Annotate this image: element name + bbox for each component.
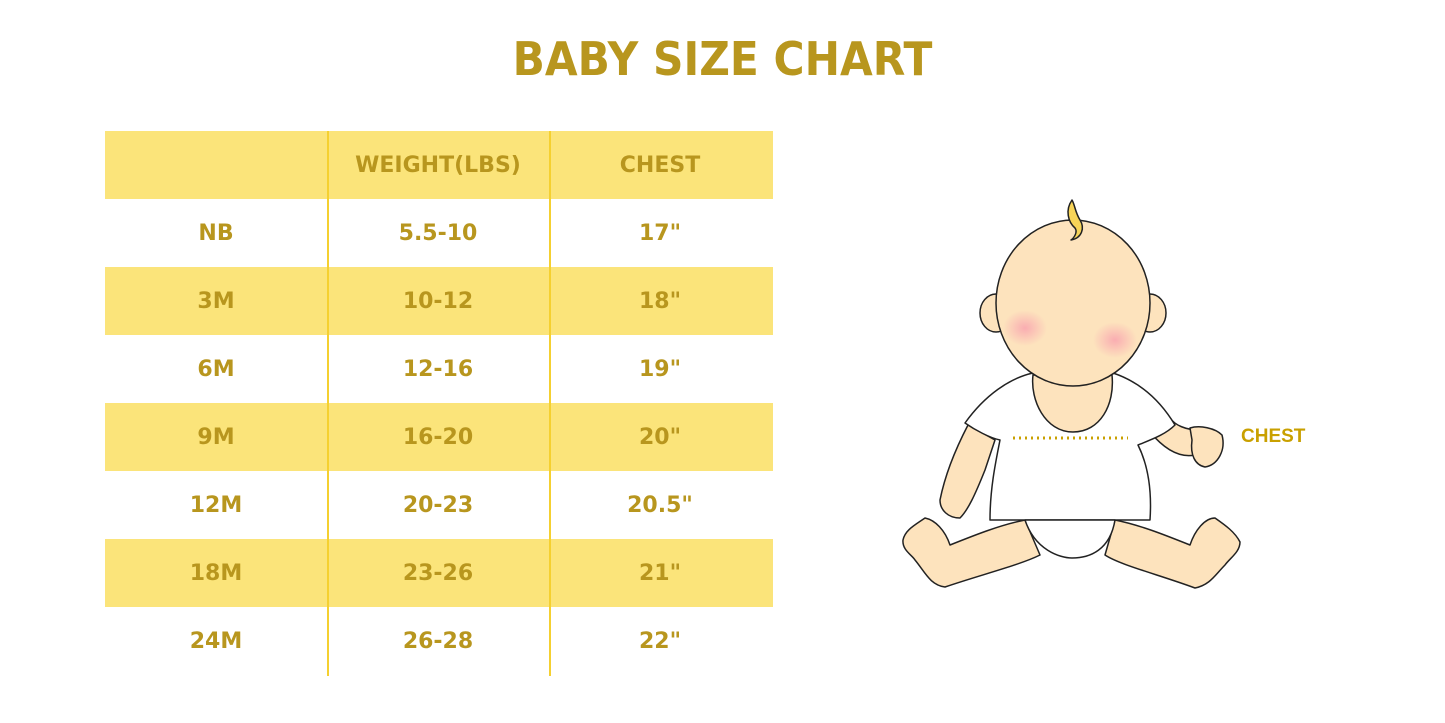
chest-cell: 20" xyxy=(638,424,682,450)
size-cell: 18M xyxy=(189,560,243,586)
weight-cell: 10-12 xyxy=(402,288,474,314)
header-cell: CHEST xyxy=(619,152,701,178)
table-row: 12M 20-23 20.5" xyxy=(105,471,773,539)
weight-cell: 5.5-10 xyxy=(398,220,478,246)
table-row: 24M 26-28 22" xyxy=(105,607,773,675)
weight-cell: 23-26 xyxy=(402,560,474,586)
size-cell: 3M xyxy=(197,288,235,314)
shirt xyxy=(964,372,1176,521)
size-table: WEIGHT(LBS) CHEST NB 5.5-10 17" 3M 10-12… xyxy=(105,131,773,676)
weight-cell: 16-20 xyxy=(402,424,474,450)
chest-cell: 22" xyxy=(638,628,682,654)
weight-cell: 12-16 xyxy=(402,356,474,382)
table-row: 6M 12-16 19" xyxy=(105,335,773,403)
weight-cell: 26-28 xyxy=(402,628,474,654)
table-row: 9M 16-20 20" xyxy=(105,403,773,471)
chest-cell: 18" xyxy=(638,288,682,314)
hair-curl xyxy=(1067,199,1083,241)
right-leg xyxy=(1104,517,1241,589)
table-row: 3M 10-12 18" xyxy=(105,267,773,335)
head xyxy=(995,219,1151,387)
header-cell: WEIGHT(LBS) xyxy=(355,152,521,178)
size-cell: 12M xyxy=(189,492,243,518)
left-arm xyxy=(939,424,996,519)
chest-cell: 21" xyxy=(638,560,682,586)
chest-cell: 17" xyxy=(638,220,682,246)
fist xyxy=(1189,426,1224,468)
column-divider xyxy=(549,131,551,676)
chest-cell: 19" xyxy=(638,356,682,382)
page-title: BABY SIZE CHART xyxy=(512,32,933,86)
table-row: 18M 23-26 21" xyxy=(105,539,773,607)
column-divider xyxy=(327,131,329,676)
size-cell: 24M xyxy=(189,628,243,654)
weight-cell: 20-23 xyxy=(402,492,474,518)
left-leg xyxy=(902,517,1041,588)
chest-label: CHEST xyxy=(1241,426,1306,447)
size-cell: NB xyxy=(198,220,234,246)
table-row: NB 5.5-10 17" xyxy=(105,199,773,267)
size-cell: 9M xyxy=(197,424,235,450)
diaper xyxy=(1024,519,1116,559)
neck xyxy=(1031,374,1114,433)
table-header-row: WEIGHT(LBS) CHEST xyxy=(105,131,773,199)
chest-cell: 20.5" xyxy=(627,492,693,518)
size-cell: 6M xyxy=(197,356,235,382)
